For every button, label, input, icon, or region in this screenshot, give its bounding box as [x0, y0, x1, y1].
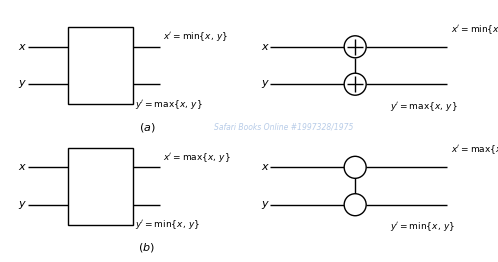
Text: $x$: $x$	[18, 42, 27, 52]
Text: $x' = \min\{x,\, y\}$: $x' = \min\{x,\, y\}$	[163, 30, 228, 43]
Text: $y$: $y$	[261, 199, 270, 211]
Ellipse shape	[344, 73, 366, 95]
Ellipse shape	[344, 36, 366, 58]
Text: $x' = \min\{x,\, y\}$: $x' = \min\{x,\, y\}$	[451, 23, 498, 36]
Text: $x$: $x$	[261, 162, 270, 172]
Text: $(b)$: $(b)$	[138, 241, 155, 254]
Text: $y$: $y$	[261, 78, 270, 90]
Text: $(a)$: $(a)$	[138, 121, 155, 134]
Text: $y' = \max\{x,\, y\}$: $y' = \max\{x,\, y\}$	[135, 97, 203, 111]
Text: $y' = \max\{x,\, y\}$: $y' = \max\{x,\, y\}$	[389, 100, 457, 113]
Ellipse shape	[344, 156, 366, 178]
Text: $y$: $y$	[18, 78, 27, 90]
Text: $x$: $x$	[18, 162, 27, 172]
Bar	[68, 27, 133, 104]
Text: $y$: $y$	[18, 199, 27, 211]
Ellipse shape	[344, 194, 366, 216]
Bar	[68, 148, 133, 225]
Text: $x' = \max\{x,\, y\}$: $x' = \max\{x,\, y\}$	[163, 151, 231, 164]
Text: $x' = \max\{x,\, y\}$: $x' = \max\{x,\, y\}$	[451, 143, 498, 156]
Text: $y' = \min\{x,\, y\}$: $y' = \min\{x,\, y\}$	[135, 218, 200, 231]
Text: Safari Books Online #1997328/1975: Safari Books Online #1997328/1975	[214, 123, 354, 132]
Text: $y' = \min\{x,\, y\}$: $y' = \min\{x,\, y\}$	[389, 220, 455, 233]
Text: $x$: $x$	[261, 42, 270, 52]
